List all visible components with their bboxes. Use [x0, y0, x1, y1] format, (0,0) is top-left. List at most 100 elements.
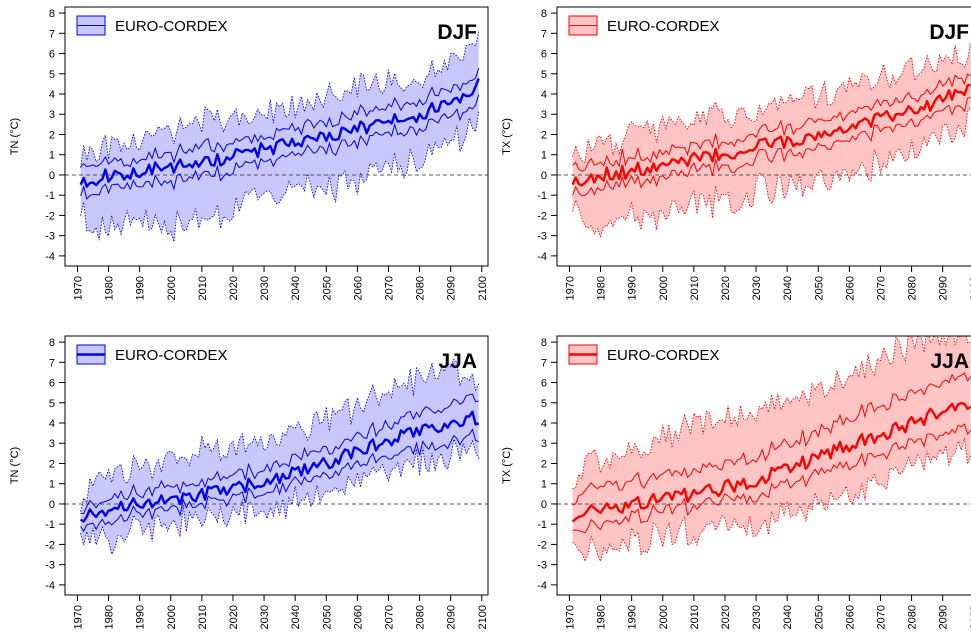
x-tick-label: 2030	[259, 276, 271, 300]
x-tick-label: 2020	[228, 276, 240, 300]
y-tick-label: -4	[537, 251, 547, 263]
y-tick-label: 5	[49, 69, 55, 81]
y-tick-label: 4	[49, 89, 55, 101]
y-tick-label: 6	[49, 49, 55, 61]
y-tick-label: 7	[49, 28, 55, 40]
x-tick-label: 2000	[658, 276, 670, 300]
x-tick-label: 2080	[907, 276, 919, 300]
x-tick-label: 1980	[104, 276, 116, 300]
y-tick-label: -3	[45, 231, 55, 243]
x-tick-label: 2040	[782, 605, 794, 629]
x-tick-label: 1990	[627, 605, 639, 629]
plot-frame	[556, 6, 971, 267]
x-tick-label: 2080	[415, 605, 427, 629]
y-tick-label: 3	[49, 109, 55, 121]
legend: EURO-CORDEX	[568, 344, 720, 365]
y-tick-label: 3	[541, 109, 547, 121]
x-tick-label: 2010	[197, 605, 209, 629]
y-tick-label: -2	[537, 539, 547, 551]
y-tick-label: -3	[537, 231, 547, 243]
x-tick-label: 1970	[72, 276, 84, 300]
y-tick-label: 5	[541, 398, 547, 410]
x-tick-label: 1980	[104, 605, 116, 629]
season-label: DJF	[437, 21, 477, 44]
x-tick-label: 2070	[875, 276, 887, 300]
max-line	[572, 336, 971, 490]
season-label: DJF	[929, 21, 969, 44]
min-line	[80, 437, 480, 556]
max-line	[80, 358, 480, 512]
y-axis-label: TX (°C)	[501, 447, 513, 484]
y-tick-label: 4	[49, 418, 55, 430]
y-tick-label: 0	[49, 499, 55, 511]
y-tick-label: 1	[49, 479, 55, 491]
median-line	[571, 83, 971, 187]
x-tick-label: 1990	[135, 605, 147, 629]
y-tick-label: 7	[541, 357, 547, 369]
y-tick-label: 6	[541, 378, 547, 390]
x-tick-label: 1980	[596, 276, 608, 300]
x-tick-label: 2070	[875, 605, 887, 629]
max-line	[80, 31, 480, 168]
y-tick-label: 8	[49, 337, 55, 349]
y-tick-label: -1	[537, 190, 547, 202]
min-line	[80, 111, 480, 242]
lower-quartile-line	[572, 96, 971, 197]
y-tick-label: 8	[541, 337, 547, 349]
x-tick-label: 2100	[969, 605, 971, 629]
spread-band	[80, 359, 479, 554]
y-tick-label: 2	[49, 129, 55, 141]
y-tick-label: -3	[45, 560, 55, 572]
x-tick-label: 2090	[446, 276, 458, 300]
x-tick-label: 2060	[844, 605, 856, 629]
y-tick-label: 5	[541, 69, 547, 81]
y-tick-label: 7	[541, 28, 547, 40]
legend: EURO-CORDEX	[568, 15, 720, 36]
median-line	[79, 78, 480, 188]
y-tick-label: 5	[49, 398, 55, 410]
median-line	[571, 402, 971, 523]
x-tick-label: 2100	[477, 276, 489, 300]
y-axis-label: TN (°C)	[9, 118, 21, 155]
y-tick-label: 3	[49, 438, 55, 450]
legend-label: EURO-CORDEX	[115, 347, 228, 364]
x-tick-label: 2080	[415, 276, 427, 300]
y-tick-label: 2	[541, 129, 547, 141]
x-tick-label: 2040	[290, 276, 302, 300]
x-tick-label: 2050	[813, 605, 825, 629]
max-line	[572, 43, 971, 164]
x-tick-label: 2020	[720, 276, 732, 300]
y-tick-label: -2	[537, 210, 547, 222]
upper-quartile-line	[80, 393, 479, 514]
x-tick-label: 2060	[352, 605, 364, 629]
y-tick-label: -2	[45, 539, 55, 551]
x-tick-label: 2000	[166, 276, 178, 300]
x-tick-label: 2000	[166, 605, 178, 629]
chart-panel-top-left: -4 -3 -2 -1 0 1 2 3 4 5 6 7 8 1970 1980 1990 2000 2010 202…	[9, 6, 489, 300]
x-tick-label: 2070	[383, 605, 395, 629]
x-tick-label: 2050	[321, 276, 333, 300]
y-tick-label: 2	[49, 458, 55, 470]
y-tick-label: 0	[541, 499, 547, 511]
upper-quartile-line	[572, 372, 971, 506]
y-tick-label: 4	[541, 89, 547, 101]
x-tick-label: 2000	[658, 605, 670, 629]
legend: EURO-CORDEX	[76, 15, 228, 36]
plot-area	[557, 336, 971, 563]
y-tick-label: -4	[45, 580, 55, 592]
legend-label: EURO-CORDEX	[115, 18, 228, 35]
y-tick-label: -3	[537, 560, 547, 572]
x-tick-label: 2090	[446, 605, 458, 629]
x-tick-label: 2060	[352, 276, 364, 300]
legend: EURO-CORDEX	[76, 344, 228, 365]
spread-band	[572, 43, 971, 237]
x-tick-label: 1970	[72, 605, 84, 629]
y-tick-label: 2	[541, 458, 547, 470]
season-label: JJA	[930, 350, 969, 373]
plot-area	[65, 31, 488, 242]
y-tick-label: 1	[49, 150, 55, 162]
x-tick-label: 1980	[596, 605, 608, 629]
min-line	[572, 438, 971, 563]
x-tick-label: 1990	[627, 276, 639, 300]
plot-frame	[64, 6, 489, 267]
